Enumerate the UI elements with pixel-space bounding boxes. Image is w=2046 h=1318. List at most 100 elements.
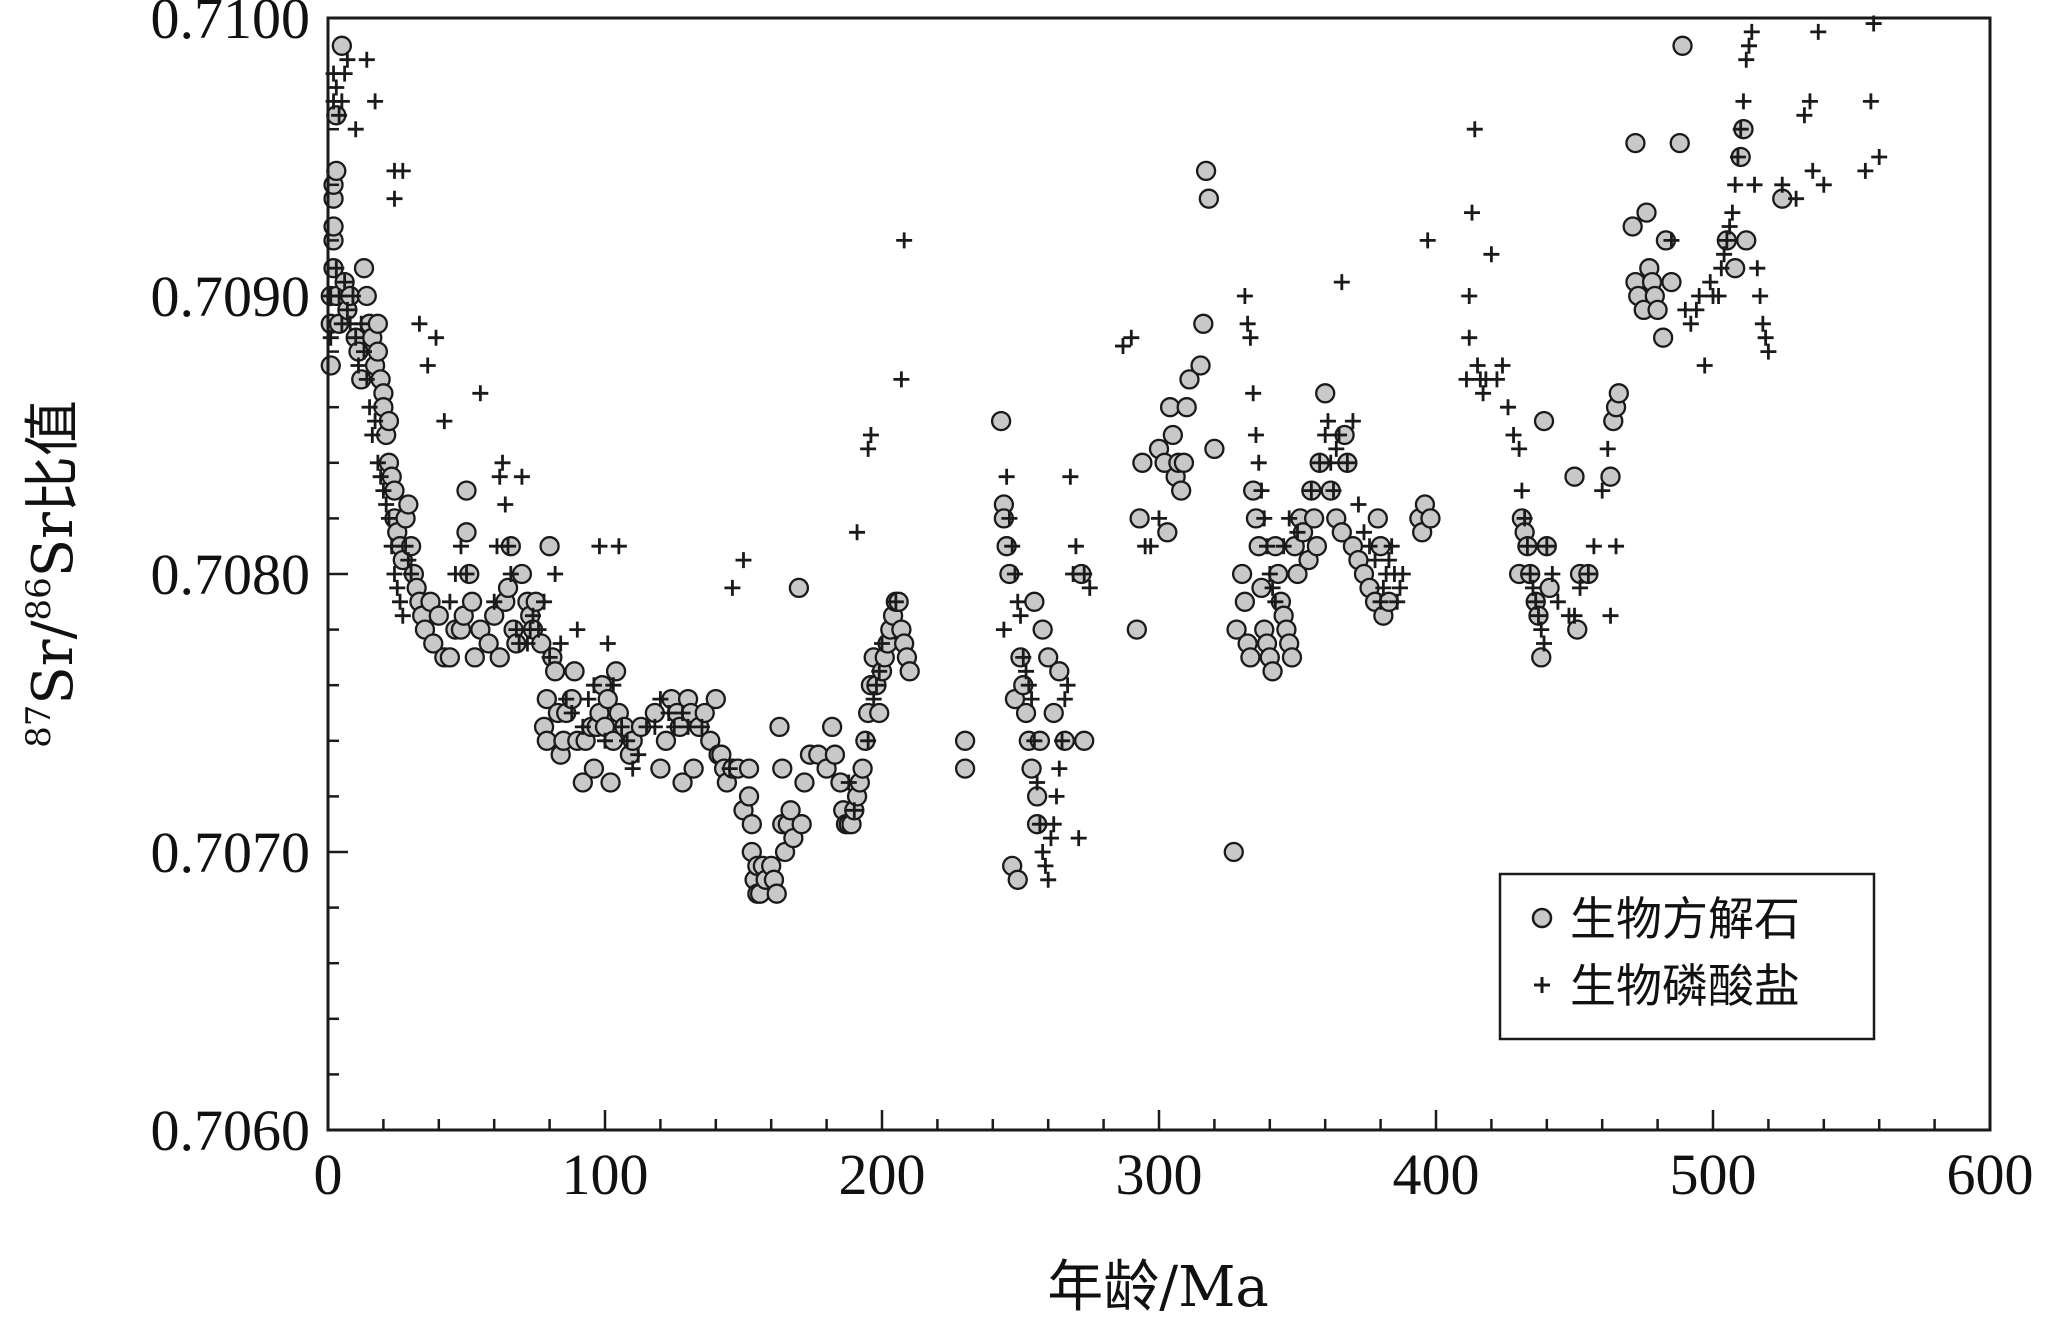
phosphate-point (1527, 593, 1544, 610)
calcite-point (683, 758, 704, 779)
phosphate-point (721, 760, 738, 777)
phosphate-point (1380, 552, 1397, 569)
phosphate-point (367, 93, 384, 110)
phosphate-point (1259, 538, 1276, 555)
calcite-point (367, 313, 389, 334)
calcite-point (672, 772, 693, 793)
phosphate-point (541, 649, 558, 666)
calcite-point (1223, 841, 1244, 863)
phosphate-point (840, 774, 857, 791)
phosphate-point (680, 718, 697, 735)
phosphate-point (383, 538, 400, 555)
phosphate-point (411, 315, 428, 332)
phosphate-point (419, 357, 436, 374)
phosphate-point (1580, 566, 1597, 582)
calcite-point (439, 647, 461, 668)
phosphate-point (1006, 566, 1023, 582)
phosphate-point (1001, 510, 1018, 527)
phosphate-point (630, 746, 647, 763)
calcite-point (1038, 647, 1059, 668)
phosphate-point (1572, 579, 1589, 596)
phosphate-point (1594, 482, 1611, 499)
phosphate-point (1524, 579, 1541, 596)
calcite-point (738, 786, 760, 807)
phosphate-point (613, 718, 630, 735)
tick-labels: 0 100 200 300 400 500 600 0.7060 0.7070 0.7080 0.7… (151, 0, 2034, 1207)
calcite-point (428, 605, 449, 626)
phosphate-point (868, 677, 885, 694)
phosphate-point (350, 357, 367, 374)
calcite-point (990, 410, 1012, 432)
phosphate-point (1760, 343, 1777, 360)
calcite-point (954, 758, 976, 779)
calcite-point (1652, 327, 1674, 348)
phosphate-point (1023, 691, 1040, 708)
phosphate-point (1275, 538, 1292, 555)
phosphate-point (849, 524, 866, 541)
phosphate-point (591, 538, 608, 555)
phosphate-point (394, 162, 411, 179)
phosphate-point (1389, 593, 1406, 610)
phosphate-point (599, 635, 616, 652)
y-axis-super-87: 87 (19, 705, 59, 748)
phosphate-point (1461, 329, 1478, 346)
phosphate-point (1796, 107, 1813, 124)
phosphate-point (1076, 566, 1093, 582)
phosphate-point (896, 232, 913, 249)
calcite-point (766, 883, 787, 904)
calcite-point (1531, 647, 1552, 668)
phosphate-point (1461, 288, 1478, 304)
phosphate-point (646, 718, 663, 735)
calcite-point (1024, 591, 1045, 612)
phosphate-point (328, 260, 345, 277)
phosphate-point (519, 635, 536, 652)
phosphate-point (860, 732, 877, 749)
calcite-point (1672, 35, 1693, 56)
calcite-point (1669, 132, 1690, 154)
phosphate-point (1256, 510, 1273, 527)
phosphate-point (339, 51, 356, 68)
calcite-point (1420, 508, 1441, 529)
phosphate-point (530, 621, 547, 638)
phosphate-point (1516, 510, 1533, 527)
calcite-point (564, 661, 585, 682)
phosphate-point (1333, 274, 1350, 291)
phosphate-point (1862, 93, 1879, 110)
phosphate-point (874, 635, 890, 652)
phosphate-point (1743, 23, 1760, 40)
phosphate-point (1549, 593, 1566, 610)
phosphate-point (1710, 288, 1727, 304)
calcite-point (1157, 522, 1178, 543)
phosphate-point (1738, 51, 1755, 68)
phosphate-point (1037, 857, 1054, 874)
phosphate-point (1325, 482, 1342, 499)
phosphate-point (536, 593, 553, 610)
calcite-point (326, 160, 347, 182)
phosphate-point (1303, 482, 1320, 499)
phosphate-point (887, 593, 904, 610)
phosphate-point (339, 301, 356, 318)
calcite-point (741, 814, 762, 835)
legend-label-calcite: 生物方解石 (1570, 892, 1800, 946)
calcite-point (1173, 452, 1195, 473)
calcite-point (1315, 383, 1336, 404)
phosphate-point (322, 329, 339, 346)
calcite-point (398, 494, 419, 515)
phosphate-point (386, 190, 403, 207)
phosphate-point (1857, 162, 1874, 179)
calcite-point (791, 814, 812, 835)
phosphate-point (380, 510, 397, 527)
phosphate-point (367, 413, 384, 430)
phosphate-point (491, 468, 508, 485)
calcite-point (1303, 508, 1325, 529)
phosphate-point (1034, 844, 1051, 860)
phosphate-point (666, 718, 683, 735)
calcite-point (1190, 355, 1211, 376)
x-tick-label: 100 (562, 1142, 649, 1207)
phosphate-point (574, 718, 591, 735)
x-tick-label: 500 (1670, 1142, 1757, 1207)
phosphate-point (1289, 524, 1306, 541)
calcite-point (1043, 702, 1064, 724)
calcite-point (1636, 202, 1657, 223)
phosphate-point (1522, 566, 1539, 582)
